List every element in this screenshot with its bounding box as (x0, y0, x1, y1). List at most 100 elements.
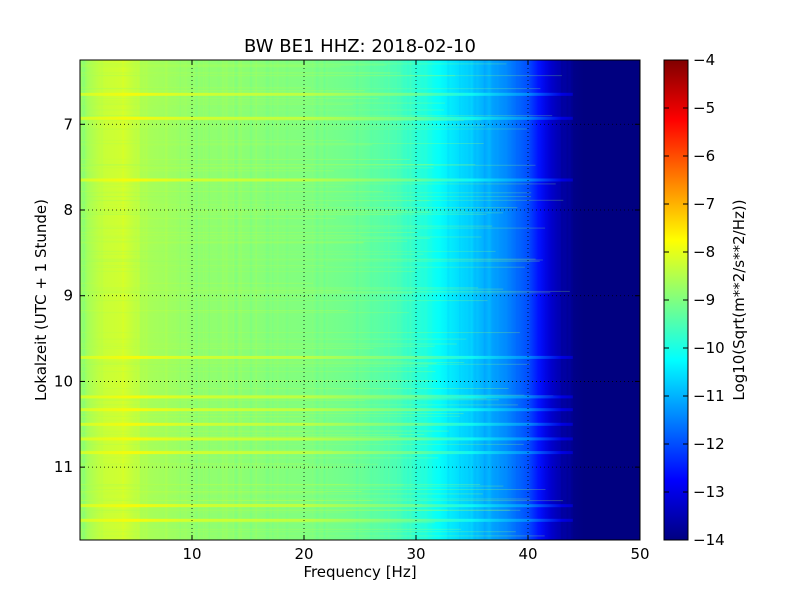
texture-line (80, 128, 527, 130)
texture-stripe (416, 60, 419, 540)
texture-stripe (311, 60, 314, 540)
texture-line (80, 467, 333, 469)
texture-stripe (438, 60, 441, 540)
texture-stripe (208, 60, 210, 540)
texture-line (80, 183, 556, 185)
texture-stripe (423, 60, 425, 540)
heatmap-streak (80, 178, 573, 182)
texture-stripe (371, 60, 374, 540)
texture-line (80, 371, 436, 373)
texture-stripe (145, 60, 148, 540)
y-axis: 7 8 9 10 11 (54, 115, 640, 476)
texture-stripe (199, 60, 203, 540)
texture-line (80, 531, 516, 533)
texture-line (80, 413, 464, 415)
texture-line (80, 167, 434, 169)
texture-stripe (185, 60, 187, 540)
texture-stripe (382, 60, 384, 540)
texture-stripe (200, 60, 203, 540)
texture-line (80, 258, 536, 260)
texture-stripe (204, 60, 207, 540)
texture-line (80, 449, 333, 451)
texture-line (80, 240, 408, 242)
texture-stripe (100, 60, 104, 540)
colorbar-tick-label: −9 (693, 291, 715, 309)
heatmap-streak (80, 504, 573, 508)
texture-stripe (140, 60, 143, 540)
texture-stripe (82, 60, 86, 540)
texture-stripe (195, 60, 198, 540)
heatmap-streak (80, 355, 573, 359)
texture-stripe (323, 60, 325, 540)
texture-stripe (538, 60, 541, 540)
texture-stripe (315, 60, 319, 540)
texture-stripe (559, 60, 562, 540)
texture-stripe (483, 60, 486, 540)
y-tick-label: 7 (63, 115, 73, 133)
texture-stripe (568, 60, 571, 540)
texture-line (80, 211, 431, 213)
texture-stripe (505, 60, 508, 540)
texture-line (80, 250, 496, 252)
texture-line (80, 119, 464, 121)
texture-stripe (564, 60, 567, 540)
heatmap-streak (80, 518, 573, 522)
texture-stripe (409, 60, 412, 540)
texture-line (80, 500, 373, 501)
texture-line (80, 522, 435, 524)
heatmap-streak (80, 451, 573, 455)
texture-stripe (560, 60, 563, 540)
texture-stripe (249, 60, 253, 540)
texture-line (80, 292, 551, 294)
texture-stripe (416, 60, 419, 540)
texture-line (80, 290, 343, 291)
texture-line (80, 167, 312, 169)
x-axis: 10 20 30 40 50 (182, 60, 650, 563)
texture-stripe (265, 60, 268, 540)
texture-line (80, 493, 483, 495)
texture-line (80, 204, 329, 206)
texture-stripe (497, 60, 499, 540)
colorbar-tick-label: −14 (693, 531, 725, 549)
texture-line (80, 500, 563, 502)
texture-stripe (234, 60, 238, 540)
texture-line (80, 242, 364, 244)
texture-line (80, 509, 510, 511)
heatmap-background (80, 60, 640, 540)
texture-stripe (276, 60, 279, 540)
heatmap-streaks (80, 92, 573, 522)
texture-line (80, 266, 525, 268)
texture-stripe (476, 60, 479, 540)
texture-line (80, 237, 430, 239)
texture-stripe (484, 60, 486, 540)
texture-line (80, 75, 456, 77)
texture-line (80, 288, 504, 290)
texture-stripe (471, 60, 474, 540)
texture-line (80, 282, 313, 284)
texture-line (80, 109, 445, 111)
texture-line (80, 200, 430, 202)
texture-line (80, 443, 524, 445)
texture-stripe (526, 60, 528, 540)
texture-line (80, 227, 546, 229)
texture-line (80, 463, 378, 465)
plot-frame (79, 59, 641, 541)
texture-line (80, 434, 425, 436)
texture-stripe (179, 60, 181, 540)
texture-line (80, 88, 541, 90)
texture-line (80, 191, 384, 192)
texture-line (80, 186, 345, 188)
y-tick-label: 8 (63, 201, 73, 219)
colorbar-tick-label: −6 (693, 147, 715, 165)
texture-line (80, 491, 362, 492)
colorbar-tick-label: −8 (693, 243, 715, 261)
texture-stripe (395, 60, 398, 540)
texture-line (80, 210, 407, 211)
texture-stripe (266, 60, 270, 540)
texture-line (80, 312, 410, 314)
texture-line (80, 347, 374, 349)
colorbar-ticks: −4 −5 −6 −7 −8 −9 −10 −11 −12 −13 −14 (664, 51, 725, 549)
y-tick-label: 10 (54, 372, 73, 390)
texture-stripe (476, 60, 480, 540)
texture-stripe (516, 60, 518, 540)
